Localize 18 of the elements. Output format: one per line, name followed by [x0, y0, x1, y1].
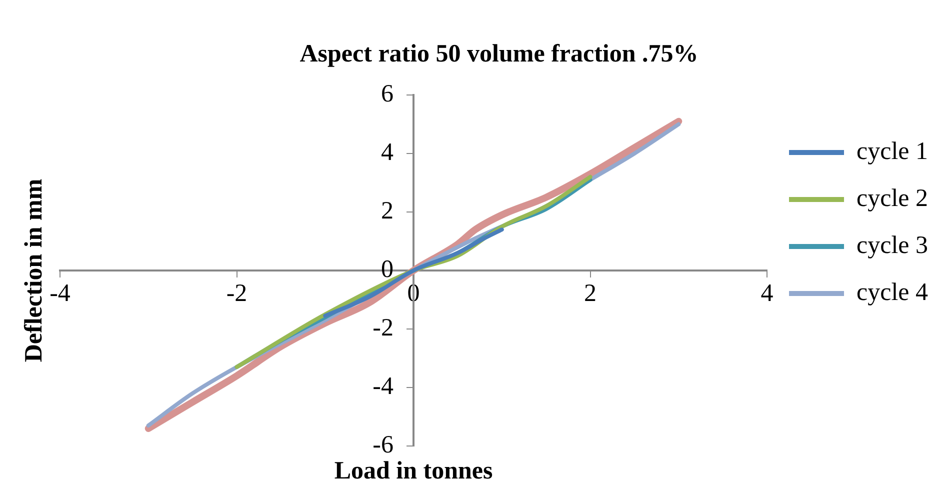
- legend-label: cycle 3: [856, 232, 928, 260]
- chart-title: Aspect ratio 50 volume fraction .75%: [300, 40, 698, 68]
- y-tick-label: 2: [381, 198, 394, 225]
- x-tick-label: -4: [50, 280, 71, 308]
- y-tick-label: -6: [372, 432, 394, 459]
- y-axis-title: Deflection in mm: [20, 178, 48, 362]
- y-tick-label: -4: [372, 373, 394, 400]
- y-tick-label: 0: [381, 256, 394, 284]
- x-tick-label: 4: [760, 280, 774, 308]
- y-tick-label: 4: [381, 139, 394, 166]
- y-tick-label: 6: [381, 80, 394, 108]
- legend-label: cycle 1: [856, 138, 928, 166]
- x-axis-title: Load in tonnes: [334, 457, 493, 484]
- y-tick-label: -2: [372, 314, 394, 342]
- legend-label: cycle 4: [856, 279, 928, 306]
- x-tick-label: 2: [584, 280, 597, 308]
- x-tick-label: -2: [226, 280, 248, 308]
- legend-label: cycle 2: [856, 185, 928, 212]
